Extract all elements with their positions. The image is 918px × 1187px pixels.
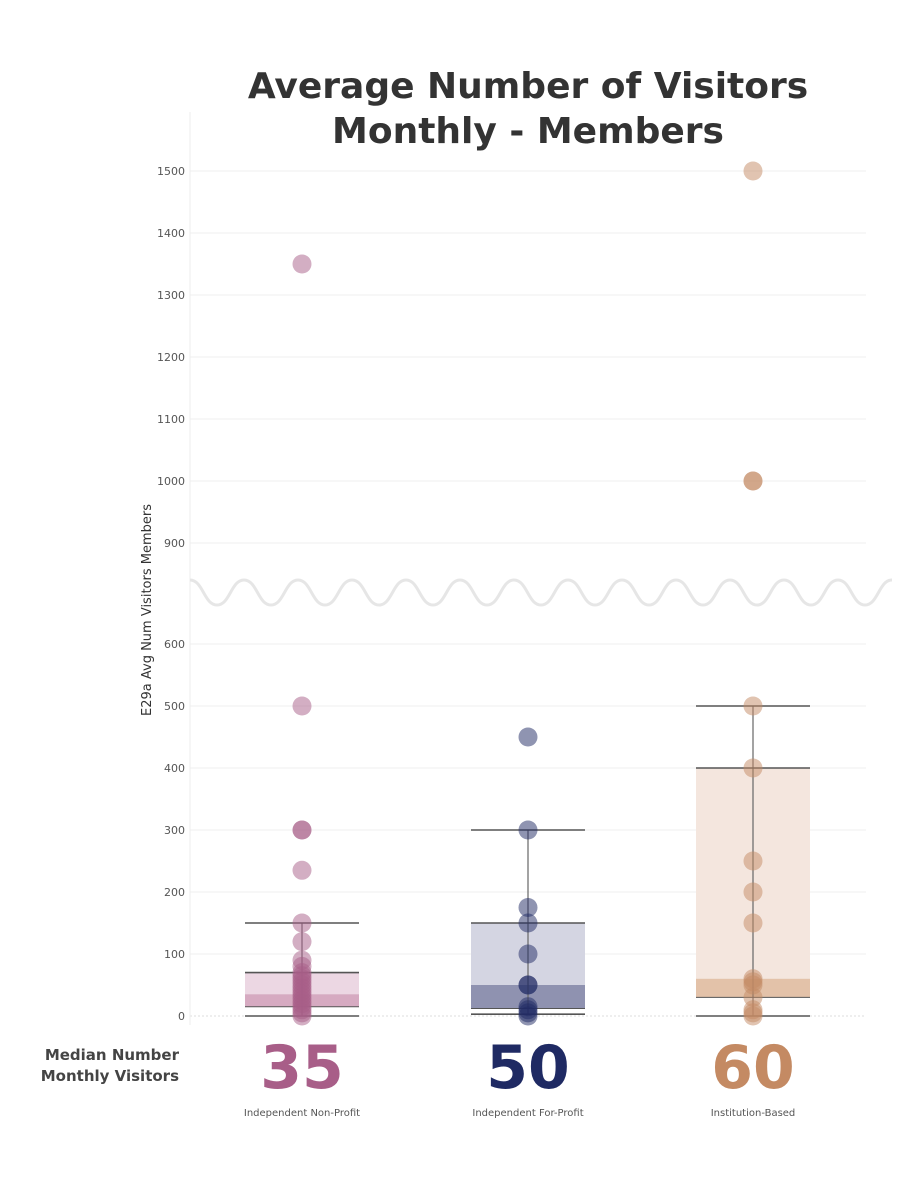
median-value: 50 [486,1033,570,1103]
median-value: 35 [260,1033,344,1103]
data-point [518,727,538,747]
data-point [292,860,312,880]
data-point [292,932,312,952]
data-point [518,944,538,964]
y-tick-label: 600 [164,638,185,651]
data-point [518,975,538,995]
y-tick-label: 300 [164,824,185,837]
data-point [518,1006,538,1026]
y-tick-label: 100 [164,948,185,961]
data-point [743,696,763,716]
data-point [743,1006,763,1026]
median-value: 60 [711,1033,795,1103]
data-point [743,758,763,778]
y-tick-label: 900 [164,537,185,550]
data-point [743,913,763,933]
category-label: Independent For-Profit [472,1108,583,1119]
y-tick-label: 1000 [157,475,185,488]
data-point [292,696,312,716]
data-point [292,254,312,274]
data-point [292,820,312,840]
y-tick-label: 200 [164,886,185,899]
data-point [292,913,312,933]
y-tick-label: 1300 [157,289,185,302]
plot-area: 0 100 200 300 400 500 600 900 1000 1100 1200 1300 14… [157,112,893,1119]
median-caption-line-1: Median Number [45,1046,180,1064]
y-tick-label: 1200 [157,351,185,364]
data-point [518,820,538,840]
y-tick-label: 400 [164,762,185,775]
data-point [292,1006,312,1026]
category-group: 60 Institution-Based [696,161,810,1119]
y-tick-label: 0 [178,1010,185,1023]
category-label: Independent Non-Profit [244,1108,360,1119]
data-point [743,882,763,902]
median-caption-line-2: Monthly Visitors [41,1067,179,1085]
y-axis-label: E29a Avg Num Visitors Members [140,504,155,716]
y-tick-label: 500 [164,700,185,713]
data-point [743,161,763,181]
category-group: 50 Independent For-Profit [471,727,585,1119]
category-label: Institution-Based [711,1108,796,1119]
data-point [743,471,763,491]
chart-title-line-2: Monthly - Members [332,111,724,152]
y-tick-label: 1500 [157,165,185,178]
data-point [743,851,763,871]
data-point [518,898,538,917]
data-point [518,913,538,933]
y-tick-label: 1400 [157,227,185,240]
chart-title-line-1: Average Number of Visitors [248,66,808,107]
category-group: 35 Independent Non-Profit [244,254,360,1119]
y-tick-label: 1100 [157,413,185,426]
axis-break-wave [189,578,893,607]
